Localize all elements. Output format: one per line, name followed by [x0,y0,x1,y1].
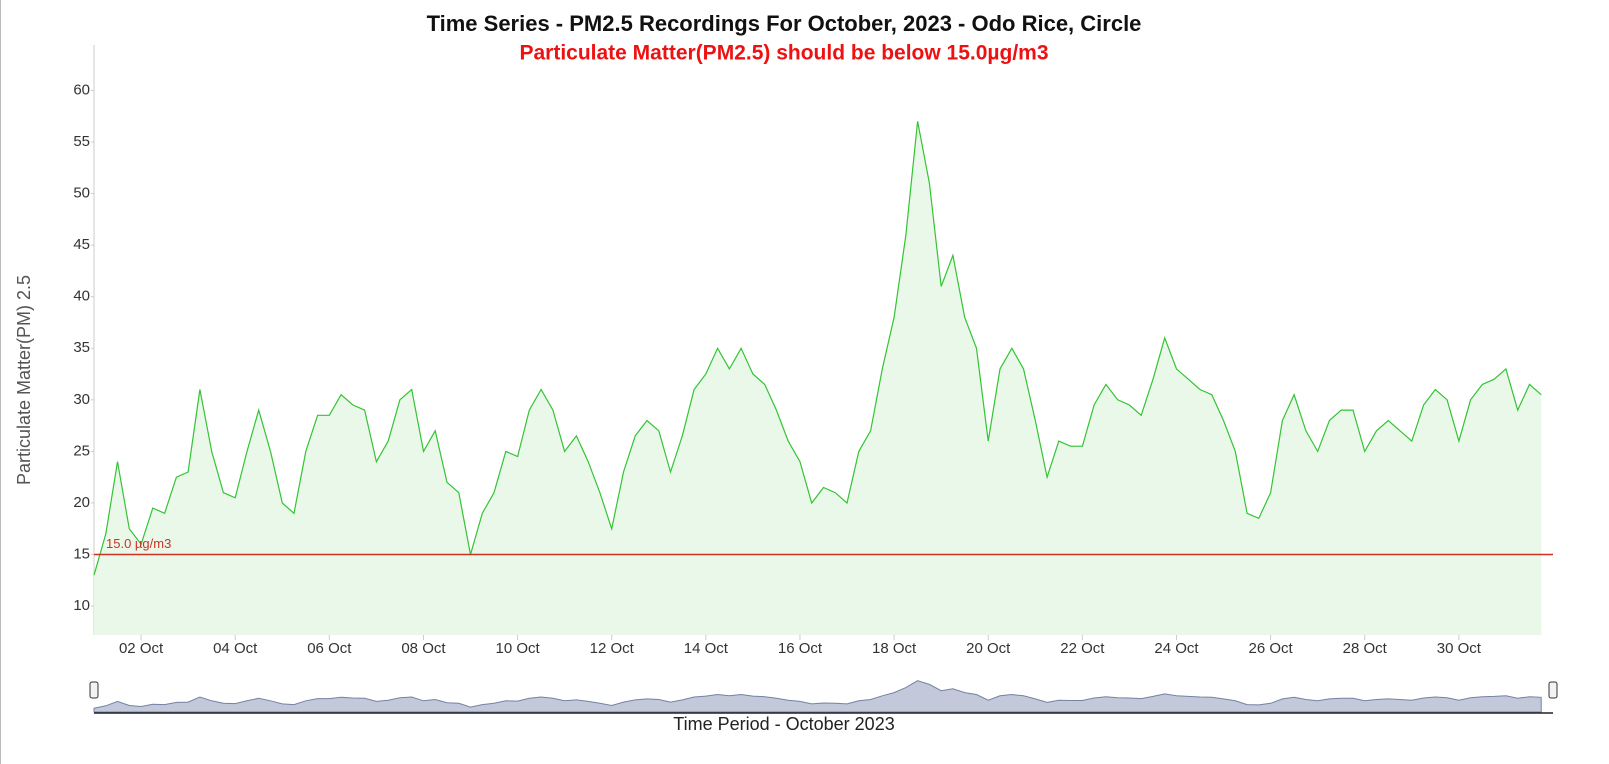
x-tick-label: 04 Oct [213,640,258,657]
navigator-area [93,680,1542,713]
y-tick-label: 40 [73,288,90,305]
x-tick-label: 24 Oct [1154,640,1199,657]
x-tick-label: 14 Oct [684,640,729,657]
threshold-label: 15.0 µg/m3 [106,536,171,551]
x-tick-label: 30 Oct [1437,640,1482,657]
y-tick-label: 30 [73,391,90,408]
y-tick-label: 50 [73,185,90,202]
y-axis-label: Particulate Matter(PM) 2.5 [14,275,34,485]
y-tick-label: 60 [73,81,90,98]
x-tick-label: 08 Oct [401,640,446,657]
y-tick-label: 45 [73,236,90,253]
chart-title: Time Series - PM2.5 Recordings For Octob… [427,11,1142,36]
navigator-handle[interactable] [1548,681,1558,699]
y-tick-label: 20 [73,494,90,511]
x-tick-label: 20 Oct [966,640,1011,657]
y-tick-label: 25 [73,442,90,459]
x-tick-label: 22 Oct [1060,640,1105,657]
y-tick-label: 10 [73,597,90,614]
x-tick-label: 26 Oct [1249,640,1294,657]
y-tick-label: 55 [73,133,90,150]
y-tick-label: 15 [73,546,90,563]
x-tick-label: 18 Oct [872,640,917,657]
chart-subtitle: Particulate Matter(PM2.5) should be belo… [519,42,1048,65]
x-axis-label: Time Period - October 2023 [673,714,894,734]
line [93,121,1542,576]
x-tick-label: 06 Oct [307,640,352,657]
x-tick-label: 16 Oct [778,640,823,657]
x-tick-label: 28 Oct [1343,640,1388,657]
x-tick-label: 02 Oct [119,640,164,657]
x-tick-label: 12 Oct [590,640,635,657]
y-tick-label: 35 [73,339,90,356]
navigator-handle[interactable] [89,681,99,699]
area-fill [94,121,1542,636]
x-tick-label: 10 Oct [495,640,540,657]
